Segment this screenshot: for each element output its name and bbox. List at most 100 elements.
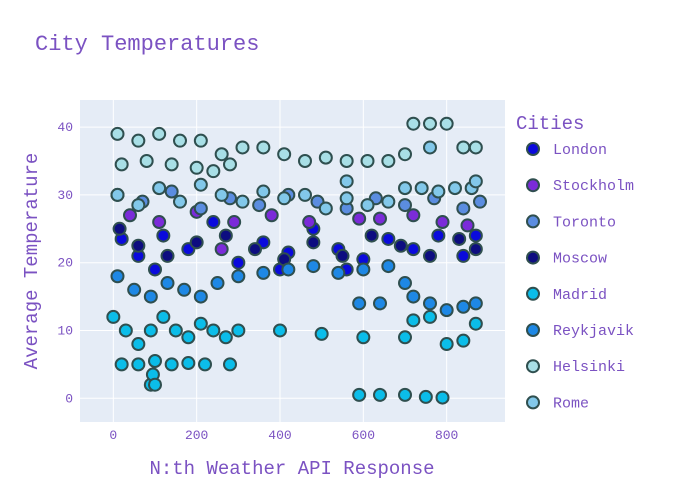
legend-item-helsinki[interactable]: Helsinki [526, 359, 625, 376]
data-point [439, 303, 454, 318]
data-point [139, 154, 154, 169]
data-point [418, 389, 433, 404]
data-points [106, 116, 487, 405]
data-point [381, 259, 396, 274]
data-point [131, 198, 146, 213]
data-point [281, 262, 296, 277]
data-point [381, 154, 396, 169]
data-point [406, 289, 421, 304]
legend-item-reykjavik[interactable]: Reykjavik [526, 323, 634, 340]
data-point [314, 326, 329, 341]
data-point [468, 296, 483, 311]
data-point [360, 198, 375, 213]
data-point [456, 248, 471, 263]
data-point [423, 309, 437, 324]
legend-item-rome[interactable]: Rome [526, 395, 589, 412]
data-point [456, 333, 471, 348]
data-point [160, 276, 175, 291]
data-point [468, 140, 483, 155]
data-point [198, 357, 212, 372]
data-point [373, 296, 387, 311]
data-point [223, 157, 237, 172]
legend-item-stockholm[interactable]: Stockholm [526, 178, 634, 195]
data-point [131, 337, 146, 352]
data-point [398, 330, 412, 345]
plot-area [80, 100, 505, 422]
x-axis-title: N:th Weather API Response [149, 458, 434, 480]
data-point [373, 387, 387, 402]
data-point [398, 276, 412, 291]
legend-item-moscow[interactable]: Moscow [526, 250, 607, 268]
data-point [456, 299, 471, 314]
data-point [423, 140, 437, 155]
data-point [118, 323, 133, 338]
data-point [423, 296, 437, 311]
data-point [431, 184, 446, 199]
data-point [356, 262, 371, 277]
data-point [110, 269, 125, 284]
y-tick-label: 10 [57, 323, 73, 338]
data-point [256, 140, 271, 155]
data-point [131, 133, 146, 148]
data-point [193, 316, 208, 331]
data-point [439, 116, 454, 131]
legend-item-madrid[interactable]: Madrid [526, 286, 607, 304]
data-point [468, 242, 483, 257]
data-point [406, 116, 421, 131]
series-reykjavik [110, 259, 483, 318]
data-point [473, 194, 487, 209]
data-point [381, 194, 396, 209]
data-point [148, 353, 162, 368]
y-tick-label: 40 [57, 120, 73, 135]
data-point [218, 330, 233, 345]
data-point [277, 147, 292, 162]
data-point [152, 181, 167, 196]
data-point [193, 289, 208, 304]
series-rome [110, 140, 483, 216]
y-axis-title: Average Temperature [21, 153, 43, 370]
legend-marker [526, 214, 540, 229]
data-point [468, 174, 483, 189]
x-axis-ticks: 0 200 400 600 800 [109, 428, 458, 443]
data-point [423, 116, 437, 131]
legend-label: Rome [553, 395, 589, 412]
legend-marker [526, 250, 540, 265]
data-point [112, 221, 127, 236]
data-point [393, 238, 408, 253]
data-point [152, 215, 167, 230]
data-point [398, 147, 412, 162]
data-point [339, 154, 354, 169]
data-point [110, 126, 125, 141]
data-point [252, 198, 267, 213]
data-point [339, 174, 354, 189]
data-point [398, 387, 412, 402]
data-point [356, 330, 371, 345]
data-point [273, 323, 287, 338]
data-point [114, 157, 129, 172]
data-point [210, 276, 225, 291]
legend-marker [526, 359, 540, 374]
data-point [235, 194, 250, 209]
data-point [181, 356, 196, 371]
data-point [406, 208, 421, 223]
data-point [168, 323, 183, 338]
data-point [131, 357, 146, 372]
data-point [335, 248, 350, 263]
data-point [177, 282, 192, 297]
data-point [143, 323, 158, 338]
data-point [352, 296, 367, 311]
data-point [339, 191, 354, 206]
data-point [193, 133, 208, 148]
y-tick-label: 30 [57, 188, 73, 203]
legend[interactable]: Cities London Stockholm Toronto Moscow Madri… [516, 113, 634, 412]
data-point [298, 154, 312, 169]
series-madrid [106, 309, 483, 405]
y-tick-label: 20 [57, 256, 73, 271]
data-point [156, 228, 171, 243]
legend-item-toronto[interactable]: Toronto [526, 214, 616, 231]
data-point [364, 228, 379, 243]
legend-item-london[interactable]: London [526, 142, 607, 159]
data-point [318, 150, 333, 165]
legend-label: Reykjavik [553, 323, 634, 340]
data-point [218, 228, 233, 243]
